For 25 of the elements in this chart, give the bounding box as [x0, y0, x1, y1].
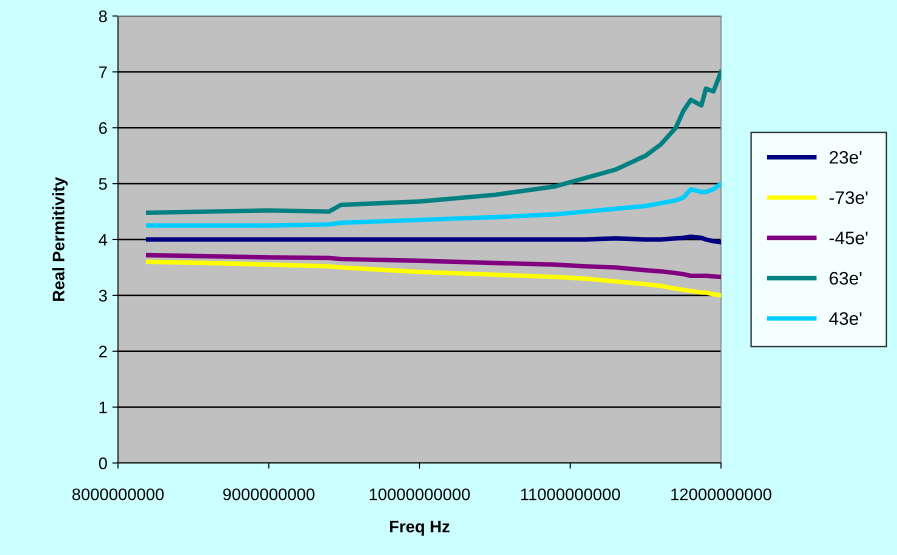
x-tick-label: 12000000000	[671, 488, 772, 500]
line-series	[146, 181, 721, 228]
legend-label: -45e'	[830, 232, 868, 244]
y-tick-label: 4	[98, 234, 108, 246]
line-series	[146, 252, 721, 280]
x-tick-label: 11000000000	[521, 488, 620, 500]
x-axis-title: Freq Hz	[390, 520, 450, 536]
x-tick-label: 9000000000	[223, 488, 314, 500]
line-series	[146, 70, 721, 215]
legend-label: -73e'	[830, 191, 868, 204]
legend-label: 63e'	[830, 272, 862, 285]
y-tick-label: 3	[98, 290, 107, 302]
y-tick-label: 7	[99, 66, 107, 78]
y-tick-label: 5	[98, 178, 107, 190]
x-tick-label: 8000000000	[72, 488, 164, 500]
legend-label: 43e'	[829, 312, 862, 325]
y-tick-label: 1	[100, 402, 107, 414]
line-series	[146, 260, 721, 298]
y-tick-label: 2	[99, 346, 107, 358]
y-tick-label: 6	[99, 122, 107, 134]
y-axis-title: Real Permitivity	[52, 177, 68, 301]
legend-label: 23e'	[830, 150, 862, 164]
x-tick-label: 10000000000	[370, 488, 470, 500]
y-tick-label: 0	[98, 457, 107, 470]
y-tick-label: 8	[99, 10, 107, 22]
